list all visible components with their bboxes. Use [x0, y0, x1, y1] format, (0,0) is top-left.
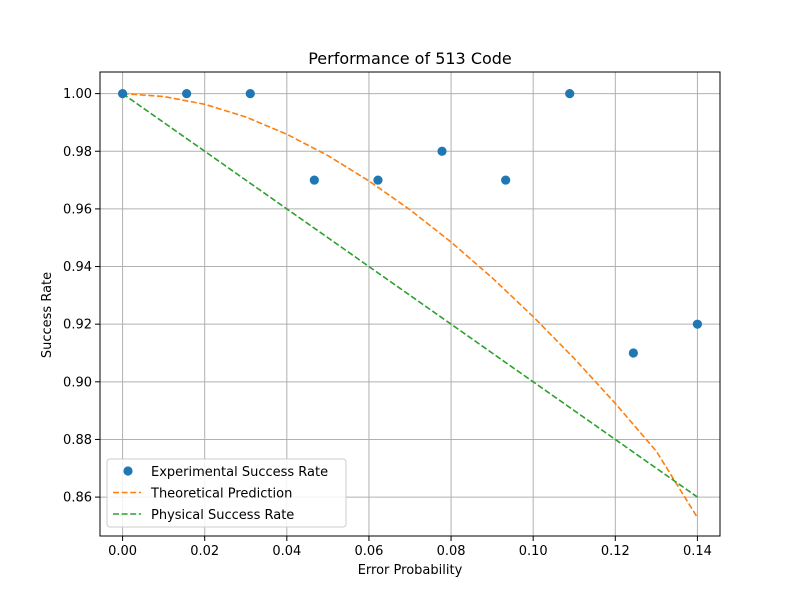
data-point [309, 175, 319, 185]
series-line [122, 92, 698, 498]
series-line [122, 92, 699, 518]
legend-label: Physical Success Rate [151, 508, 294, 523]
x-tick-label: 0.04 [272, 544, 301, 559]
y-tick-label: 0.90 [63, 375, 92, 390]
x-tick-label: 0.10 [519, 544, 548, 559]
legend-box [106, 458, 347, 528]
y-tick-label: 0.96 [63, 202, 92, 217]
data-point [117, 89, 128, 99]
y-tick-label: 0.88 [63, 433, 92, 448]
x-tick-label: 0.00 [108, 544, 137, 559]
x-tick-label: 0.12 [601, 544, 630, 559]
legend: Experimental Success Rate Theoretical Pre… [106, 458, 347, 528]
data-point [501, 175, 511, 185]
x-tick-label: 0.06 [354, 544, 383, 559]
y-tick-label: 1.00 [63, 87, 92, 102]
ticks: 0.00 0.02 0.04 0.06 0.08 0.10 0.12 0.14 0.86 0.88… [63, 87, 712, 559]
x-tick-label: 0.08 [437, 544, 466, 559]
legend-marker [123, 466, 133, 476]
plot-frame [99, 71, 721, 537]
data-point [182, 89, 192, 99]
legend-label: Theoretical Prediction [150, 487, 292, 502]
data-point [628, 348, 638, 358]
y-tick-label: 0.98 [63, 145, 92, 160]
chart-title: Performance of 513 Code [308, 49, 512, 68]
y-axis-label: Success Rate [40, 272, 55, 358]
data-point [692, 319, 703, 329]
data-point [373, 175, 383, 185]
x-tick-label: 0.02 [190, 544, 219, 559]
legend-label: Experimental Success Rate [151, 465, 328, 480]
data-point [245, 89, 255, 99]
y-tick-label: 0.94 [63, 260, 92, 275]
y-tick-label: 0.92 [63, 318, 92, 333]
x-tick-label: 0.14 [683, 544, 712, 559]
y-tick-label: 0.86 [63, 491, 92, 506]
data-point [437, 146, 447, 156]
plot-series [117, 89, 703, 518]
data-point [565, 89, 575, 99]
x-axis-label: Error Probability [358, 563, 463, 578]
